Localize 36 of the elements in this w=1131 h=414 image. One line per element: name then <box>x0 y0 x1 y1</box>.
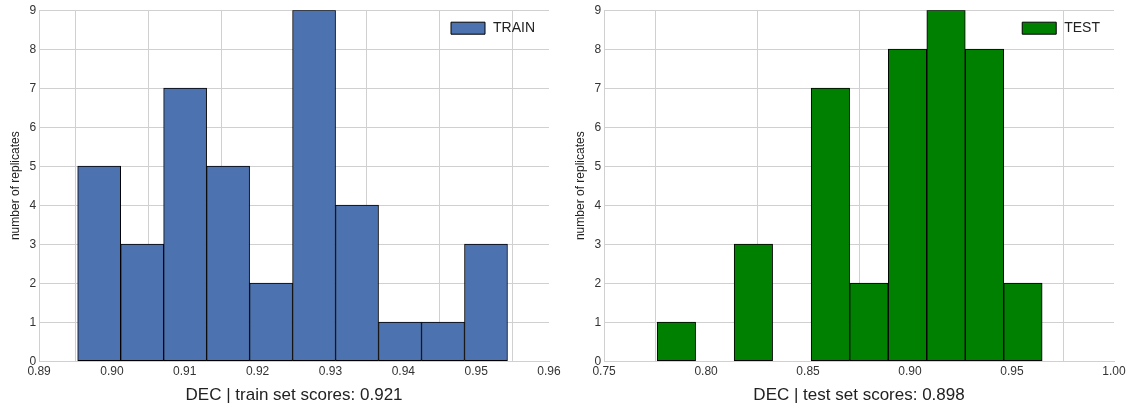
y-tick-label: 6 <box>29 119 37 134</box>
x-axis-title: DEC | test set scores: 0.898 <box>753 385 965 405</box>
y-tick-label: 5 <box>29 158 37 173</box>
x-axis-title: DEC | train set scores: 0.921 <box>185 385 403 405</box>
x-tick-label: 0.94 <box>391 363 416 378</box>
y-tick-label: 4 <box>29 197 37 212</box>
y-tick-label: 2 <box>594 275 602 290</box>
x-tick-label: 0.90 <box>100 363 124 378</box>
y-tick-label: 1 <box>594 314 602 329</box>
y-axis-title: number of replicates <box>572 131 587 241</box>
y-tick-label: 1 <box>29 314 37 329</box>
y-tick-label: 9 <box>594 2 602 17</box>
y-tick-label: 3 <box>594 236 602 251</box>
x-tick-label: 0.91 <box>173 363 197 378</box>
y-tick-label: 9 <box>29 2 37 17</box>
y-tick-label: 3 <box>29 236 37 251</box>
y-tick-label: 7 <box>594 80 602 95</box>
x-tick-label: 0.80 <box>694 363 719 378</box>
y-tick-label: 6 <box>594 119 602 134</box>
x-tick-label: 0.95 <box>464 363 489 378</box>
x-tick-label: 0.92 <box>245 363 270 378</box>
legend-label: TRAIN <box>493 19 535 36</box>
x-tick-label: 0.90 <box>898 363 923 378</box>
y-tick-label: 5 <box>594 158 602 173</box>
x-tick-label: 0.95 <box>1000 363 1025 378</box>
y-tick-label: 7 <box>29 80 37 95</box>
legend-label: TEST <box>1064 19 1101 36</box>
y-tick-label: 8 <box>29 41 37 56</box>
x-tick-label: 1.00 <box>1102 363 1126 378</box>
x-tick-label: 0.96 <box>537 363 561 378</box>
y-tick-label: 2 <box>29 275 37 290</box>
y-axis-title: number of replicates <box>7 131 22 241</box>
x-tick-label: 0.85 <box>796 363 821 378</box>
y-tick-label: 4 <box>594 197 602 212</box>
y-tick-label: 8 <box>594 41 602 56</box>
x-tick-label: 0.93 <box>318 363 343 378</box>
